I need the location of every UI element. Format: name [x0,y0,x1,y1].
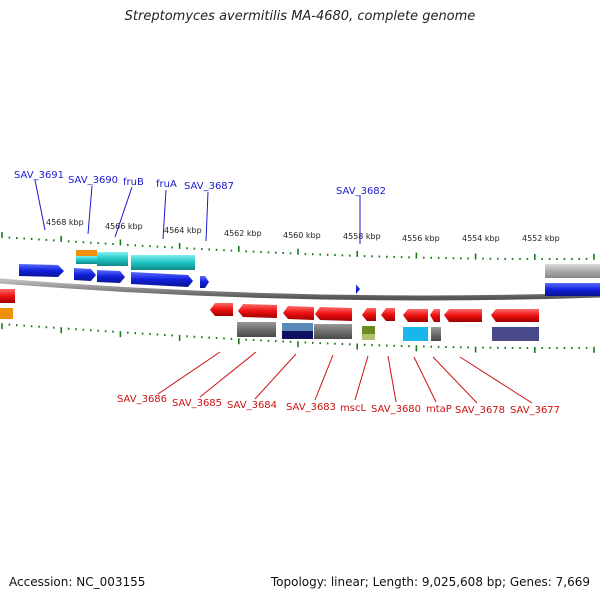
gene-label[interactable]: SAV_3685 [172,398,222,409]
scale-ticks-upper [1,232,595,260]
accession-label: Accession: NC_003155 [9,575,146,589]
reverse-labels: SAV_3686 SAV_3685 SAV_3684 SAV_3683 mscL… [117,394,560,416]
gene-arrow[interactable] [444,309,482,322]
reverse-genes [0,289,539,322]
genome-title: Streptomyces avermitilis MA-4680, comple… [124,9,476,24]
scale-label: 4554 kbp [462,234,500,243]
feature-box[interactable] [0,308,13,319]
gene-arrow[interactable] [356,284,360,294]
gene-arrow[interactable] [131,272,193,287]
feature-box[interactable] [237,322,276,337]
gene-arrow[interactable] [97,270,125,283]
scale-label: 4552 kbp [522,234,560,243]
gene-label[interactable]: SAV_3678 [455,405,505,416]
gene-arrow[interactable] [238,304,277,318]
gene-arrow[interactable] [362,308,376,321]
scale-ticks-lower [1,323,595,353]
scale-label: 4564 kbp [164,226,202,235]
gene-arrow[interactable] [430,309,440,322]
chromosome-backbone [0,278,600,301]
gene-arrow[interactable] [210,303,233,316]
gene-label[interactable]: SAV_3686 [117,394,167,405]
feature-box[interactable] [76,256,97,264]
gene-block[interactable] [545,283,600,296]
gene-label[interactable]: mtaP [426,404,452,415]
feature-box[interactable] [362,334,375,340]
gene-label[interactable]: SAV_3683 [286,402,336,413]
gene-label[interactable]: SAV_3687 [184,181,234,192]
scale-label: 4560 kbp [283,231,321,240]
feature-box[interactable] [314,324,352,339]
feature-box[interactable] [492,327,539,341]
feature-box[interactable] [97,252,128,266]
feature-box[interactable] [131,255,195,270]
scale-label: 4558 kbp [343,232,381,241]
gene-label[interactable]: fruB [123,177,144,188]
forward-genes [19,264,600,296]
gene-label[interactable]: SAV_3682 [336,186,386,197]
gene-label[interactable]: SAV_3680 [371,404,421,415]
feature-box[interactable] [431,327,441,341]
feature-box[interactable] [545,264,600,278]
gene-arrow[interactable] [491,309,539,322]
gene-label[interactable]: SAV_3684 [227,400,277,411]
feature-box[interactable] [76,250,97,256]
gene-arrow[interactable] [200,276,209,288]
scale-label: 4568 kbp [46,218,84,227]
scale-labels: 4568 kbp 4566 kbp 4564 kbp 4562 kbp 4560… [46,218,560,243]
forward-leaders [34,179,361,244]
gene-label[interactable]: SAV_3690 [68,175,118,186]
forward-features [76,250,600,278]
scale-label: 4566 kbp [105,222,143,231]
gene-arrow[interactable] [381,308,395,321]
gene-block[interactable] [0,289,15,303]
gene-label[interactable]: fruA [156,179,177,190]
gene-label[interactable]: SAV_3691 [14,170,64,181]
genome-summary: Topology: linear; Length: 9,025,608 bp; … [270,575,590,589]
gene-arrow[interactable] [19,264,64,277]
gene-label[interactable]: SAV_3677 [510,405,560,416]
gene-arrow[interactable] [403,309,428,322]
feature-box[interactable] [282,323,313,331]
gene-arrow[interactable] [283,306,314,320]
scale-label: 4562 kbp [224,229,262,238]
feature-box[interactable] [282,331,313,339]
feature-box[interactable] [403,327,428,341]
forward-labels: SAV_3691 SAV_3690 fruB fruA SAV_3687 SAV… [14,170,386,197]
reverse-leaders [157,351,533,404]
gene-arrow[interactable] [74,268,96,281]
scale-label: 4556 kbp [402,234,440,243]
gene-arrow[interactable] [315,307,352,321]
gene-label[interactable]: mscL [340,403,366,414]
reverse-features [237,322,539,341]
